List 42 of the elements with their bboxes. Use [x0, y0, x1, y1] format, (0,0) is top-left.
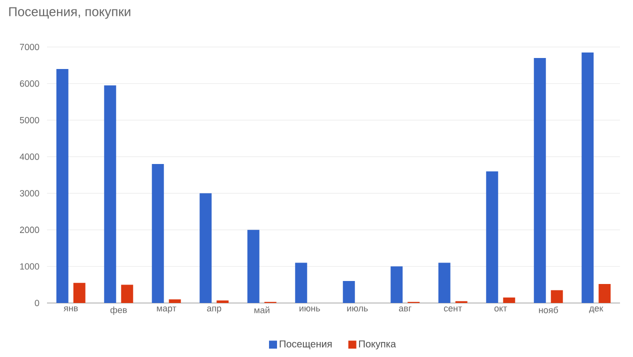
x-tick-label: фев — [110, 306, 127, 315]
y-tick-label: 1000 — [20, 263, 40, 270]
y-tick-label: 3000 — [20, 190, 40, 196]
bar — [152, 164, 164, 303]
x-tick-label: апр — [207, 306, 222, 314]
bar — [104, 85, 116, 303]
bar — [168, 299, 181, 303]
bar — [438, 262, 450, 303]
bar — [503, 298, 516, 303]
bar — [200, 193, 212, 303]
bar — [582, 52, 594, 303]
chart-title: Посещения, покупки — [9, 7, 130, 19]
bar — [247, 230, 260, 303]
x-tick-label: окт — [494, 306, 508, 312]
bar — [550, 290, 563, 303]
bar — [295, 262, 308, 303]
legend-label: Покупка — [359, 340, 396, 350]
bar — [56, 68, 68, 303]
y-tick-label: 2000 — [20, 226, 40, 234]
x-tick-label: сент — [444, 306, 462, 312]
bar — [121, 284, 134, 303]
x-tick-label: май — [254, 306, 270, 314]
y-tick-label: 5000 — [20, 116, 40, 124]
y-tick-label: 6000 — [20, 80, 40, 87]
bar — [342, 281, 355, 303]
x-tick-label: март — [156, 306, 176, 314]
x-tick-label: дек — [589, 306, 604, 314]
bar — [73, 282, 86, 303]
bar — [486, 171, 498, 303]
x-tick-label: авг — [398, 306, 412, 312]
x-tick-label: янв — [64, 306, 78, 312]
bar — [534, 58, 546, 303]
y-tick-label: 7000 — [20, 44, 40, 50]
y-tick-label: 0 — [34, 300, 40, 306]
bar — [598, 284, 611, 303]
x-tick-label: нояб — [539, 306, 558, 314]
x-tick-label: июнь — [300, 306, 320, 312]
y-tick-label: 4000 — [20, 154, 40, 160]
x-tick-label: июль — [347, 306, 368, 312]
legend-label: Посещения — [280, 340, 332, 350]
bar — [390, 266, 403, 303]
bar — [216, 300, 229, 303]
